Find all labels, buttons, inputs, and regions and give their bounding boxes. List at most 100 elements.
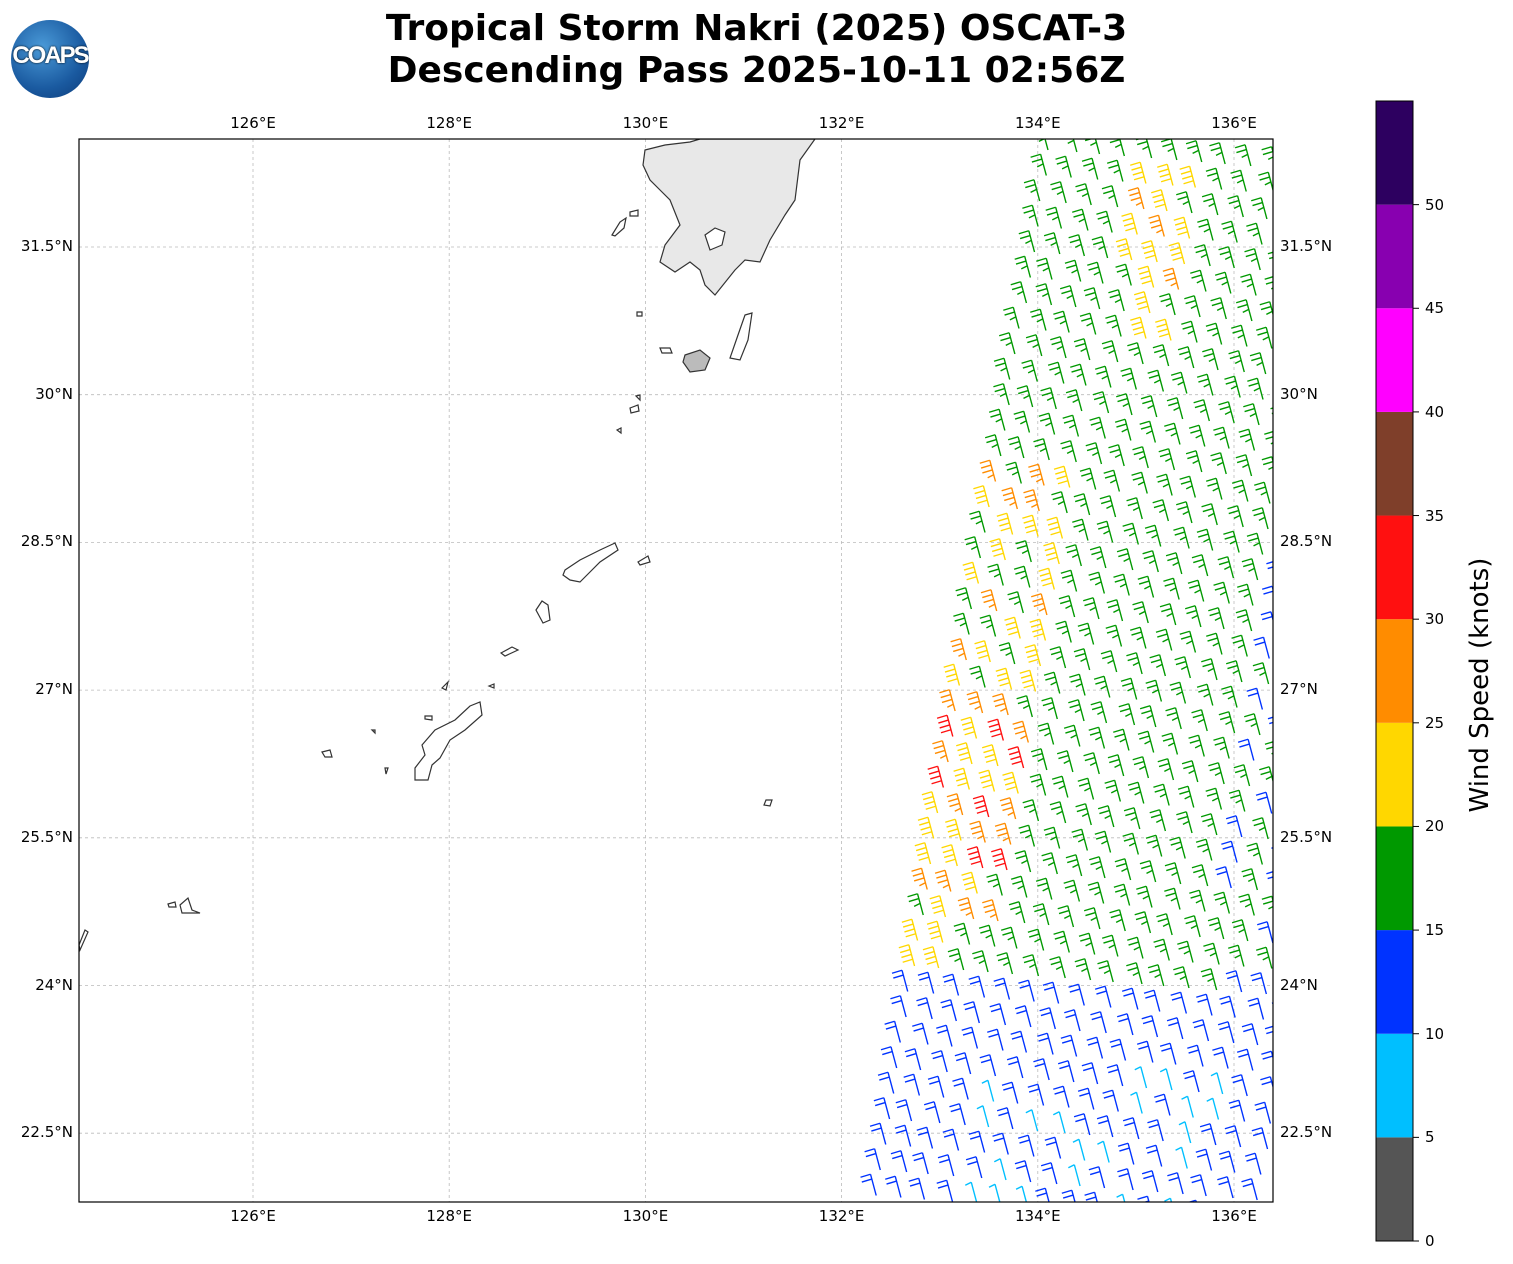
wind-barb [947, 948, 965, 971]
wind-barb [1159, 603, 1177, 626]
wind-barb [1130, 316, 1147, 339]
wind-barb [1205, 477, 1223, 500]
wind-barb [1177, 346, 1195, 369]
wind-barb [998, 642, 1016, 665]
wind-barb [1089, 546, 1107, 569]
wind-barb [1261, 456, 1273, 471]
wind-barb [1040, 1162, 1058, 1185]
wind-barb [1126, 497, 1143, 520]
wind-barb [1050, 181, 1067, 204]
wind-barb [1218, 401, 1235, 424]
wind-barb [1235, 299, 1253, 322]
wind-barb [1329, 359, 1345, 380]
wind-barb [1246, 842, 1264, 865]
wind-barb [992, 1132, 1009, 1155]
wind-barb [936, 1024, 953, 1047]
wind-barb [1094, 985, 1112, 1008]
wind-barb [1217, 1021, 1235, 1044]
wind-barb [1330, 333, 1346, 354]
wind-barb [1137, 730, 1155, 753]
wind-barb [1231, 1074, 1248, 1097]
wind-barb [1210, 452, 1227, 475]
wind-barb [1013, 565, 1031, 588]
wind-barb [1041, 852, 1058, 875]
wind-barb [1022, 204, 1039, 227]
wind-barb [1055, 155, 1072, 178]
wind-barb [1052, 1111, 1066, 1134]
wind-barb [1228, 1099, 1246, 1122]
wind-barb [1161, 732, 1179, 755]
wind-barb [1032, 903, 1050, 926]
colorbar-label: Wind Speed (knots) [1465, 557, 1495, 813]
wind-barb [1010, 875, 1028, 898]
wind-barb [1121, 212, 1138, 235]
wind-barb [1029, 773, 1047, 796]
wind-barb [1249, 352, 1267, 375]
wind-barb [1015, 540, 1032, 563]
wind-barb [1065, 389, 1083, 412]
wind-barb [1351, 361, 1367, 382]
wind-barb [1176, 191, 1193, 214]
wind-barb [981, 744, 999, 767]
wind-barb [1027, 1083, 1045, 1106]
lat-label-right: 31.5°N [1280, 237, 1333, 255]
wind-barb [1088, 571, 1106, 594]
wind-barb [1058, 595, 1076, 618]
wind-barb [1068, 983, 1085, 1006]
wind-barb [1021, 359, 1038, 382]
wind-barb [1197, 218, 1214, 241]
wind-barb [908, 1177, 926, 1200]
wind-barb [1334, 178, 1350, 199]
wind-barb [1308, 176, 1324, 197]
colorbar-band [1376, 101, 1413, 205]
wind-barb [891, 969, 909, 992]
wind-barb [1082, 597, 1100, 620]
wind-barb [885, 1175, 902, 1198]
lat-label-right: 24°N [1280, 975, 1318, 994]
wind-barb [1261, 146, 1273, 161]
wind-barb [1362, 465, 1378, 486]
wind-barb [1164, 422, 1181, 445]
wind-barb [1224, 1125, 1242, 1148]
wind-barb [1193, 399, 1211, 422]
wind-barb [1335, 308, 1351, 329]
wind-barb [1243, 403, 1260, 426]
wind-barb [1207, 917, 1225, 940]
wind-barb [1073, 1113, 1091, 1136]
wind-barb [1224, 375, 1241, 398]
wind-barb [1132, 601, 1149, 624]
wind-barb [1258, 171, 1273, 193]
coaps-logo: COAPS [11, 20, 89, 98]
wind-barb [1049, 801, 1067, 824]
wind-barb [927, 765, 945, 788]
wind-barb [969, 510, 986, 533]
wind-barb [1342, 412, 1358, 433]
colorbar-band [1376, 308, 1413, 412]
colorbar-tick-label: 10 [1425, 1024, 1445, 1043]
wind-barb [1051, 491, 1068, 514]
wind-barb [1001, 1081, 1019, 1104]
wind-barb [1024, 644, 1042, 667]
wind-barb [972, 950, 989, 973]
wind-barb [1152, 344, 1170, 367]
wind-barb [1143, 989, 1161, 1012]
wind-barb [1347, 386, 1363, 407]
wind-barb [1109, 139, 1126, 157]
wind-barb [1159, 1042, 1177, 1065]
wind-barb [976, 1105, 990, 1128]
wind-barb [1097, 960, 1114, 983]
wind-barb [1033, 1058, 1050, 1081]
wind-barb [1176, 811, 1193, 834]
wind-barb [1053, 310, 1070, 333]
wind-barb [1164, 862, 1182, 885]
wind-barb [1094, 365, 1112, 388]
wind-barb [894, 1124, 912, 1147]
wind-barb [979, 1054, 997, 1077]
lat-label-right: 25.5°N [1280, 827, 1333, 846]
wind-barb [1028, 463, 1045, 486]
wind-barb [937, 1154, 955, 1177]
wind-barb [1339, 282, 1355, 303]
wind-barb [890, 995, 907, 1018]
wind-barb [1057, 905, 1075, 928]
wind-barb [1042, 981, 1060, 1004]
